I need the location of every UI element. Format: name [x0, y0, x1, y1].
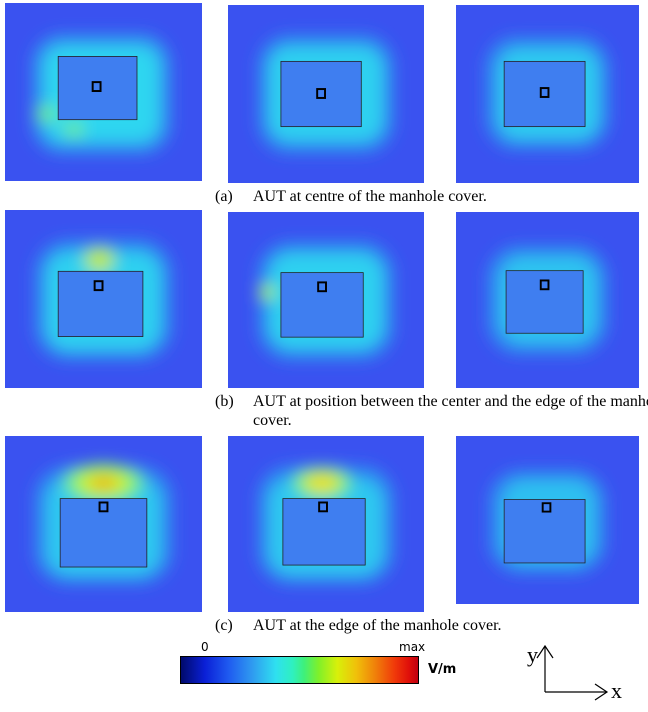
- x-axis-label: x: [611, 678, 622, 703]
- color-scale-bar: [180, 656, 419, 684]
- color-scale-min-label: 0: [201, 640, 209, 654]
- axis-indicator: y x: [525, 640, 625, 708]
- field-map-a2: [228, 5, 424, 183]
- caption-b-text: AUT at position between the center and t…: [253, 393, 648, 410]
- field-map-c3: [456, 436, 639, 604]
- caption-c-text: AUT at the edge of the manhole cover.: [253, 617, 502, 634]
- y-axis-label: y: [527, 642, 538, 667]
- color-scale-max-label: max: [399, 640, 426, 654]
- field-map-b2: [228, 212, 424, 388]
- caption-a-label: (a): [215, 188, 233, 205]
- field-map-a3: [456, 5, 639, 183]
- field-map-b1: [5, 210, 202, 388]
- caption-b-label: (b): [215, 393, 234, 410]
- color-scale-unit: V/m: [428, 662, 457, 677]
- field-map-a1: [5, 3, 202, 181]
- axis-arrows-icon: [536, 644, 609, 701]
- caption-b-text-cont: cover.: [253, 412, 292, 429]
- caption-a-text: AUT at centre of the manhole cover.: [253, 188, 487, 205]
- color-scale-legend: 0 max V/m: [175, 638, 465, 708]
- field-map-c2: [228, 436, 424, 612]
- caption-c-label: (c): [215, 617, 233, 634]
- caption-c: (c) AUT at the edge of the manhole cover.: [215, 617, 502, 635]
- field-map-b3: [456, 212, 639, 388]
- caption-a: (a) AUT at centre of the manhole cover.: [215, 188, 487, 206]
- caption-b-continued: cover.: [253, 412, 292, 430]
- caption-b: (b) AUT at position between the center an…: [215, 393, 648, 411]
- field-map-c1: [5, 436, 202, 612]
